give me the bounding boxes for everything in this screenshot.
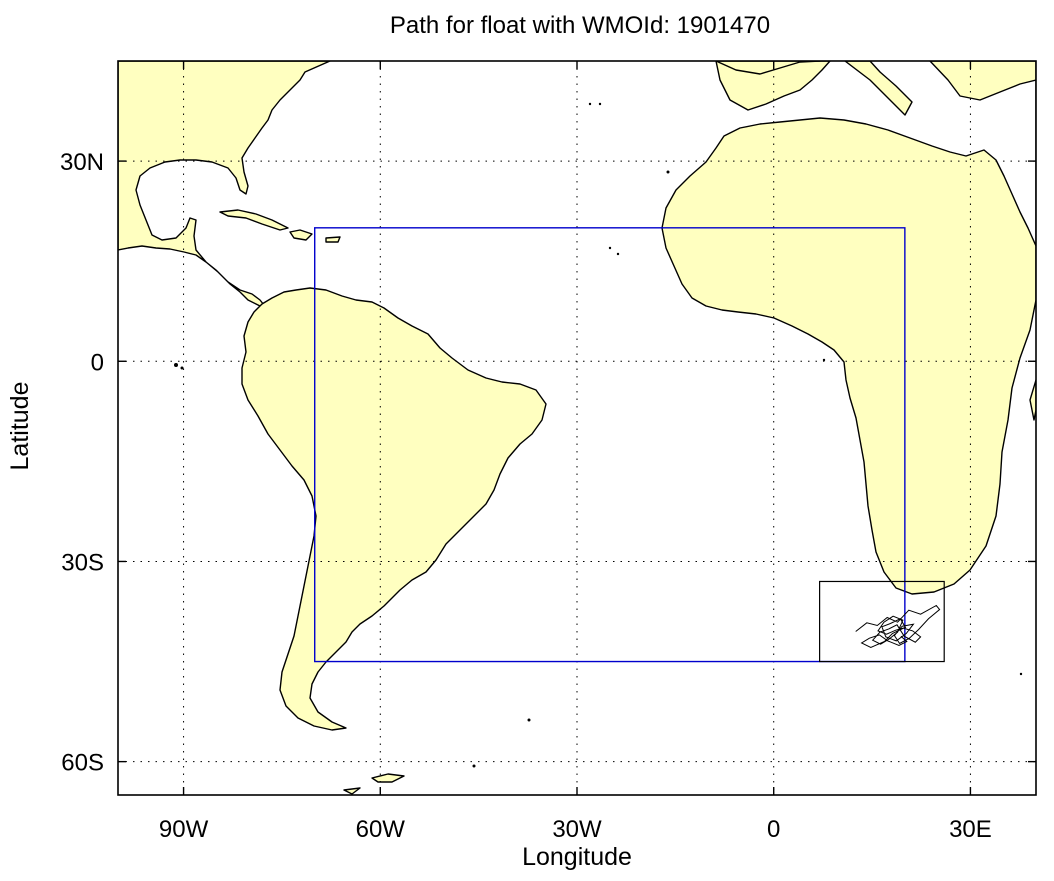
- land-europe: [715, 61, 1036, 116]
- x-tick-label: 0: [767, 816, 780, 843]
- land-hispaniola: [289, 229, 313, 241]
- y-tick-label: 30N: [60, 149, 104, 176]
- land-south-america: [241, 287, 547, 731]
- y-tick-label: 60S: [61, 750, 104, 777]
- land-cuba: [219, 209, 289, 231]
- y-tick-label: 0: [91, 349, 104, 376]
- land-puerto-rico: [325, 236, 341, 243]
- float-bounding-box: [819, 580, 945, 663]
- float-trajectory: [855, 604, 941, 649]
- x-tick-label: 90W: [159, 816, 209, 843]
- x-axis-label: Longitude: [522, 843, 632, 871]
- region-box: [314, 227, 906, 663]
- x-axis-ticks: 90W 60W 30W 0 30E: [159, 61, 992, 843]
- land-madagascar: [1029, 379, 1036, 421]
- x-tick-label: 30E: [949, 816, 992, 843]
- y-axis-ticks: 30N 0 30S 60S: [60, 149, 1036, 777]
- y-tick-label: 30S: [61, 549, 104, 576]
- land-north-america: [118, 61, 331, 311]
- x-tick-label: 30W: [552, 816, 602, 843]
- map-title: Path for float with WMOId: 1901470: [389, 12, 771, 39]
- x-tick-label: 60W: [356, 816, 406, 843]
- graticule: [118, 61, 1036, 795]
- land-antarctic-fragments: [343, 773, 405, 795]
- small-islands: [174, 102, 1023, 768]
- land-africa-europe: [661, 61, 1036, 595]
